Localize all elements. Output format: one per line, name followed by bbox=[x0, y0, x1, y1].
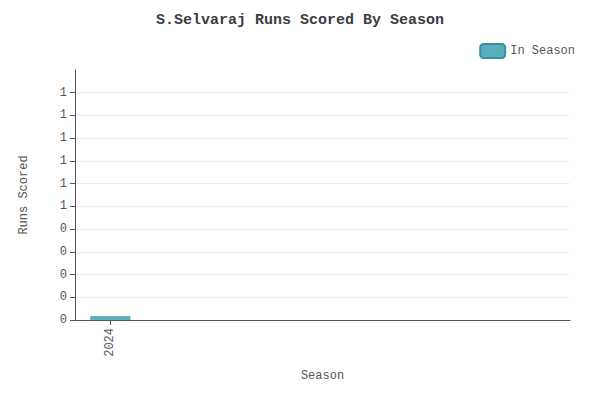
svg-text:1: 1 bbox=[60, 86, 67, 100]
svg-text:Runs Scored: Runs Scored bbox=[17, 155, 31, 234]
svg-text:2024: 2024 bbox=[103, 328, 117, 357]
svg-text:0: 0 bbox=[60, 290, 67, 304]
svg-text:S.Selvaraj Runs Scored By Seas: S.Selvaraj Runs Scored By Season bbox=[156, 12, 444, 29]
svg-text:1: 1 bbox=[60, 131, 67, 145]
svg-text:0: 0 bbox=[60, 222, 67, 236]
svg-text:1: 1 bbox=[60, 154, 67, 168]
svg-text:0: 0 bbox=[60, 268, 67, 282]
svg-text:1: 1 bbox=[60, 108, 67, 122]
svg-text:Season: Season bbox=[301, 369, 344, 383]
svg-text:0: 0 bbox=[60, 245, 67, 259]
svg-text:1: 1 bbox=[60, 199, 67, 213]
svg-text:1: 1 bbox=[60, 177, 67, 191]
svg-text:0: 0 bbox=[60, 313, 67, 327]
svg-text:In Season: In Season bbox=[510, 44, 575, 58]
